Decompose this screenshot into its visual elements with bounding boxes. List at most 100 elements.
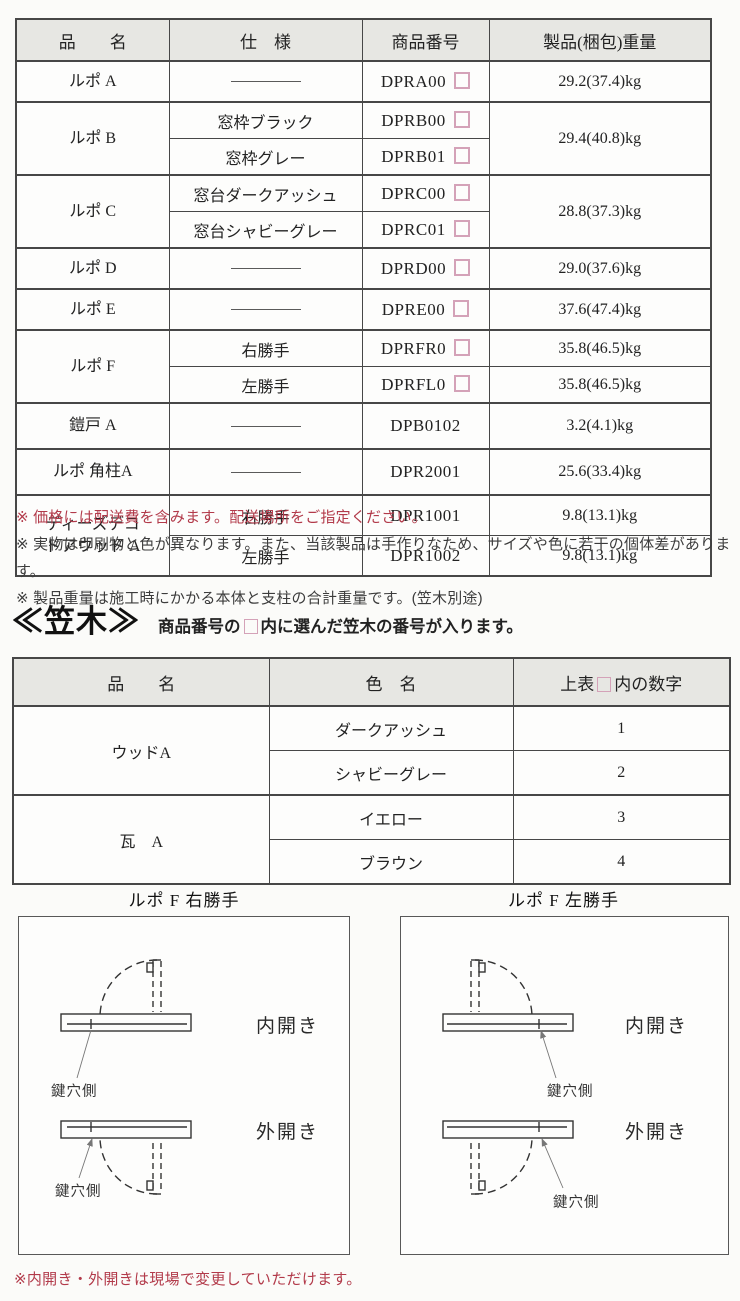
dash-line [230,268,301,270]
kasagi-number-cell: 1 [512,705,731,751]
spec-cell [168,288,363,331]
code-text: DPRC00 [381,183,446,203]
outer-opening-label: 外開き [625,1122,689,1143]
code-cell: DPRFR0 [361,329,490,367]
product-name-cell: ルポ C [15,174,170,249]
keyhole-side-label: 鍵穴側 [547,1084,594,1100]
kasagi-number-box [453,110,470,128]
code-cell: DPB0102 [361,402,490,450]
code-text: DPRFR0 [380,338,447,358]
inner-opening-label: 内開き [256,1016,320,1037]
table-row: ルポ F 右勝手 DPRFR0 35.8(46.5)kg [15,329,712,404]
weight-cell: 9.8(13.1)kg [488,535,712,577]
product-name-cell: ディーズデコ ドアウッド A [15,494,170,577]
door-swing-diagram [60,959,192,1195]
kasagi-table-section: 品 名 色 名 上表 内の数字 ウッドA ダークアッシュ 1 シャビーグレー 2 … [12,657,731,885]
kasagi-number-box [243,619,258,634]
kasagi-color-cell: イエロー [268,794,514,840]
product-name-cell: ルポ D [15,247,170,290]
code-text: DPRE00 [381,299,446,319]
product-name-cell: ルポ A [15,60,170,103]
table-row: ウッドA ダークアッシュ 1 [12,705,731,796]
kasagi-number-box [454,258,471,276]
spec-cell: 右勝手 [168,329,363,367]
dash-line [230,425,301,427]
table-row: 窓台シャビーグレー DPRC01 [16,211,711,249]
weight-cell: 29.4(40.8)kg [488,101,712,176]
spec-cell: 窓枠ブラック [168,101,363,139]
weight-cell: 25.6(33.4)kg [488,448,712,496]
table-row: ディーズデコ ドアウッド A 右勝手 DPR1001 9.8(13.1)kg [15,494,712,577]
table-row: ルポ E DPRE00 37.6(47.4)kg [15,288,712,331]
code-cell: DPRE00 [361,288,490,331]
kasagi-number-box [597,676,612,692]
kasagi-number-cell: 4 [512,839,731,885]
outer-opening-label: 外開き [256,1122,320,1143]
kasagi-description: 商品番号の 内に選んだ笠木の番号が入ります。 [158,613,523,637]
weight-cell: 37.6(47.4)kg [488,288,712,331]
code-text: DPRC01 [381,219,446,239]
note-opening-direction: ※内開き・外開きは現場で変更していただけます。 [14,1271,362,1288]
code-text: DPRA00 [380,71,447,91]
kasagi-number-box [454,338,471,356]
code-text: DPRB01 [381,146,446,166]
keyhole-side-label: 鍵穴側 [51,1084,98,1100]
kasagi-desc-before: 商品番号の [158,617,241,636]
spec-cell: 左勝手 [168,366,363,404]
code-cell: DPRFL0 [361,366,490,404]
header-code: 商品番号 [361,18,490,62]
kasagi-number-box [453,146,470,164]
spec-header-row: 品 名 仕 様 商品番号 製品(梱包)重量 [15,18,712,62]
table-row: ルポ 角柱A DPR2001 25.6(33.4)kg [15,448,712,496]
header-spec: 仕 様 [168,18,363,62]
header-product-name: 品 名 [15,18,170,62]
product-spec-table: 品 名 仕 様 商品番号 製品(梱包)重量 ルポ A DPRA00 29.2(3… [15,18,712,577]
note-color-difference: ※ 実物は印刷物と色が異なります。また、当該製品は手作りなため、サイズや色に若干… [16,536,731,580]
header-kasagi-name: 品 名 [12,657,270,707]
dash-line [230,309,301,311]
door-swing-diagram [442,959,574,1195]
diagram-box-right-hand: 内開き 外開き 鍵穴側 鍵穴側 [18,916,350,1255]
code-cell: DPRC01 [361,211,490,249]
weight-cell: 9.8(13.1)kg [488,494,712,536]
spec-cell: 窓台シャビーグレー [168,211,363,249]
kasagi-number-box [453,183,470,201]
weight-cell: 29.0(37.6)kg [488,247,712,290]
table-row: ルポ A DPRA00 29.2(37.4)kg [15,60,712,103]
code-cell: DPR1002 [361,535,490,577]
product-spec-section: 品 名 仕 様 商品番号 製品(梱包)重量 ルポ A DPRA00 29.2(3… [15,18,712,577]
notes-block: ※ 価格には配送費を含みます。配送場所をご指定ください。 ※ 実物は印刷物と色が… [16,504,731,612]
spec-cell [168,60,363,103]
kasagi-number-box [454,71,471,89]
code-cell: DPRB01 [361,138,490,176]
kasagi-desc-after: 内に選んだ笠木の番号が入ります。 [260,617,523,636]
code-cell: DPRC00 [361,174,490,212]
kasagi-color-cell: ブラウン [268,839,514,885]
kasagi-heading: ≪笠木≫ [12,604,140,639]
spec-cell [168,402,363,450]
product-name-cell: ルポ F [15,329,170,404]
note-shipping: ※ 価格には配送費を含みます。配送場所をご指定ください。 [16,509,427,526]
diagram-title-left-hand: ルポ F 左勝手 [508,891,619,910]
header-kasagi-color: 色 名 [268,657,514,707]
keyhole-side-label: 鍵穴側 [553,1195,600,1211]
table-row: 窓枠グレー DPRB01 [16,138,711,176]
dash-line [230,81,301,83]
product-name-cell: ルポ B [15,101,170,176]
weight-cell: 3.2(4.1)kg [488,402,712,450]
code-cell: DPRD00 [361,247,490,290]
table-row: 左勝手 DPR1002 9.8(13.1)kg [16,535,712,577]
weight-cell: 35.8(46.5)kg [488,366,712,404]
spec-cell: 窓枠グレー [168,138,363,176]
diagram-box-left-hand: 内開き 外開き 鍵穴側 鍵穴側 [400,916,729,1255]
spec-cell [168,247,363,290]
code-cell: DPRB00 [361,101,490,139]
kasagi-number-cell: 3 [512,794,731,840]
header-kasagi-number: 上表 内の数字 [512,657,731,707]
table-row: 鎧戸 A DPB0102 3.2(4.1)kg [15,402,712,450]
kasagi-number-box [453,299,470,317]
kasagi-color-table: 品 名 色 名 上表 内の数字 ウッドA ダークアッシュ 1 シャビーグレー 2 … [12,657,731,885]
kasagi-name-cell: ウッドA [12,705,270,796]
code-text: DPRB00 [381,110,446,130]
code-cell: DPR1001 [361,494,490,536]
